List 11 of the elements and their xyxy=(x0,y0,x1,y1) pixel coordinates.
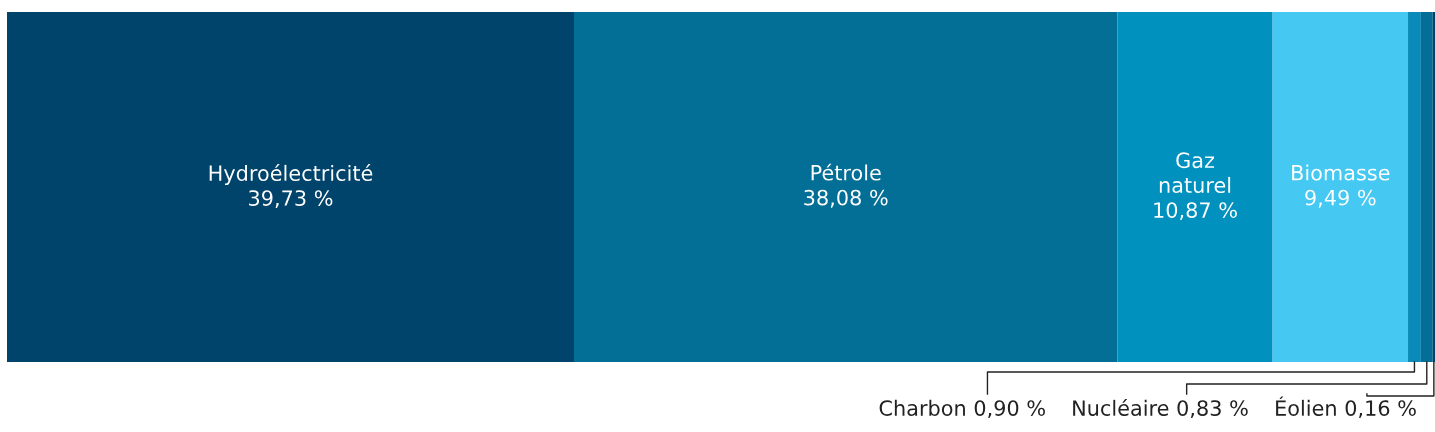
series-label: Biomasse xyxy=(1292,164,1390,181)
data-label: 9,49 % xyxy=(1305,189,1376,208)
text: Charbon 0,90 % xyxy=(879,399,1045,419)
data-label: 39,73 % xyxy=(249,190,333,209)
series-label: Hydroélectricité xyxy=(209,164,373,186)
data-label: 38,08 % xyxy=(804,189,888,208)
text: Éolien 0,16 % xyxy=(1276,396,1416,419)
series-label: Pétrole xyxy=(811,163,881,181)
text: Nucléaire 0,83 % xyxy=(1073,399,1248,419)
series-label: Gaz naturel xyxy=(1159,152,1231,194)
data-label: 10,87 % xyxy=(1154,202,1237,221)
